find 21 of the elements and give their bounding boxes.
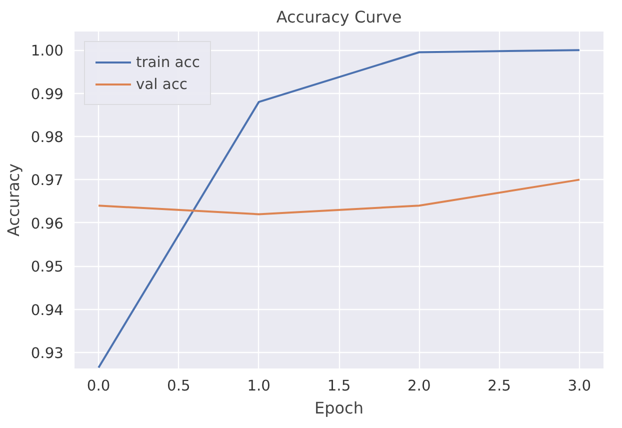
- x-tick-label: 1.5: [327, 378, 351, 394]
- x-tick-label: 3.0: [568, 378, 592, 394]
- y-tick-label: 0.97: [30, 172, 64, 190]
- x-tick-label: 2.5: [488, 378, 511, 394]
- y-tick-label: 0.96: [30, 215, 64, 232]
- line-series: [98, 49, 580, 368]
- legend-label: train acc: [136, 54, 200, 70]
- x-tick-label: 1.0: [247, 378, 271, 394]
- y-tick-label: 0.99: [30, 86, 64, 103]
- legend-label: val acc: [136, 76, 188, 92]
- y-tick-label: 0.95: [30, 258, 64, 276]
- y-axis-title: Accuracy: [4, 163, 23, 237]
- x-tick-label: 0.5: [167, 378, 190, 394]
- y-tick-label: 1.00: [30, 42, 64, 60]
- y-tick-label: 0.94: [30, 302, 64, 319]
- x-tick-label: 0.0: [86, 378, 110, 394]
- y-tick-label: 0.98: [30, 128, 64, 146]
- x-axis-title: Epoch: [314, 398, 364, 418]
- y-tick-label: 0.93: [30, 345, 64, 362]
- x-tick-label: 2.0: [407, 378, 431, 394]
- chart-title: Accuracy Curve: [276, 8, 402, 26]
